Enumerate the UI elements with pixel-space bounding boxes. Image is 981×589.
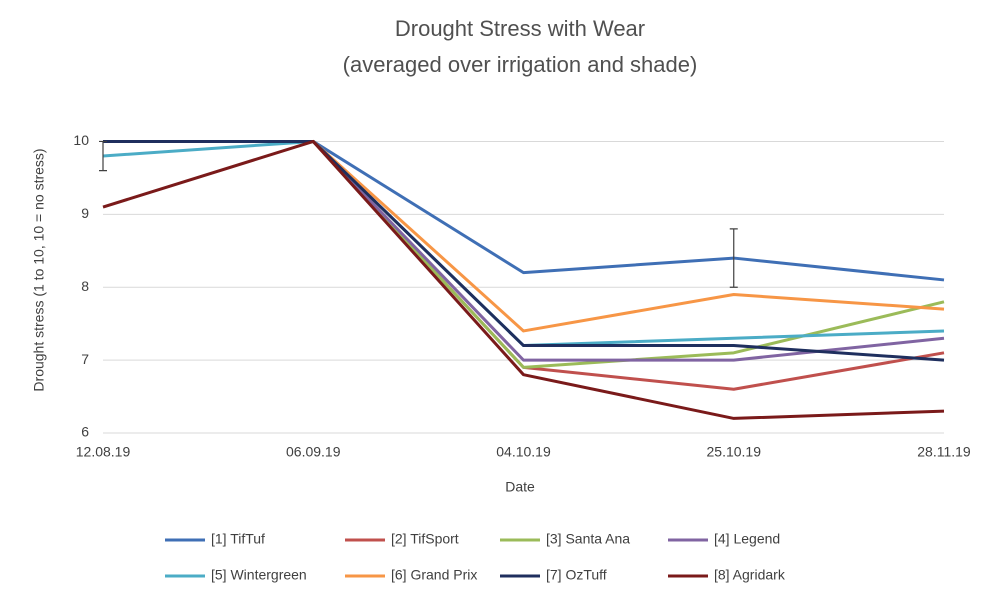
legend-label: [2] TifSport (391, 531, 459, 547)
y-tick-label: 8 (81, 278, 89, 294)
legend-label: [4] Legend (714, 531, 780, 547)
error-bar (99, 140, 107, 172)
x-tick-label: 25.10.19 (707, 444, 762, 460)
series-line (103, 139, 945, 282)
y-tick-label: 6 (81, 424, 89, 440)
series-line (103, 139, 945, 333)
x-tick-label: 04.10.19 (496, 444, 551, 460)
y-tick-label: 10 (73, 132, 89, 148)
chart-title: Drought Stress with Wear (395, 16, 645, 41)
y-tick-label: 9 (81, 205, 89, 221)
chart-subtitle: (averaged over irrigation and shade) (343, 52, 698, 77)
series-line (103, 139, 945, 369)
series-line (102, 139, 945, 420)
legend-label: [7] OzTuff (546, 567, 607, 583)
error-bar (729, 228, 738, 288)
x-tick-label: 06.09.19 (286, 444, 341, 460)
series-line (102, 139, 945, 348)
x-tick-label: 28.11.19 (917, 444, 971, 460)
series-line (103, 139, 945, 362)
legend-label: [6] Grand Prix (391, 567, 477, 583)
legend-label: [5] Wintergreen (211, 567, 307, 583)
y-axis-label: Drought stress (1 to 10, 10 = no stress) (31, 148, 47, 391)
legend-label: [8] Agridark (714, 567, 786, 583)
series-line (103, 139, 945, 362)
legend-label: [3] Santa Ana (546, 531, 630, 547)
y-tick-label: 7 (81, 351, 89, 367)
x-tick-label: 12.08.19 (76, 444, 131, 460)
x-axis-label: Date (505, 479, 535, 495)
legend-label: [1] TifTuf (211, 531, 265, 547)
